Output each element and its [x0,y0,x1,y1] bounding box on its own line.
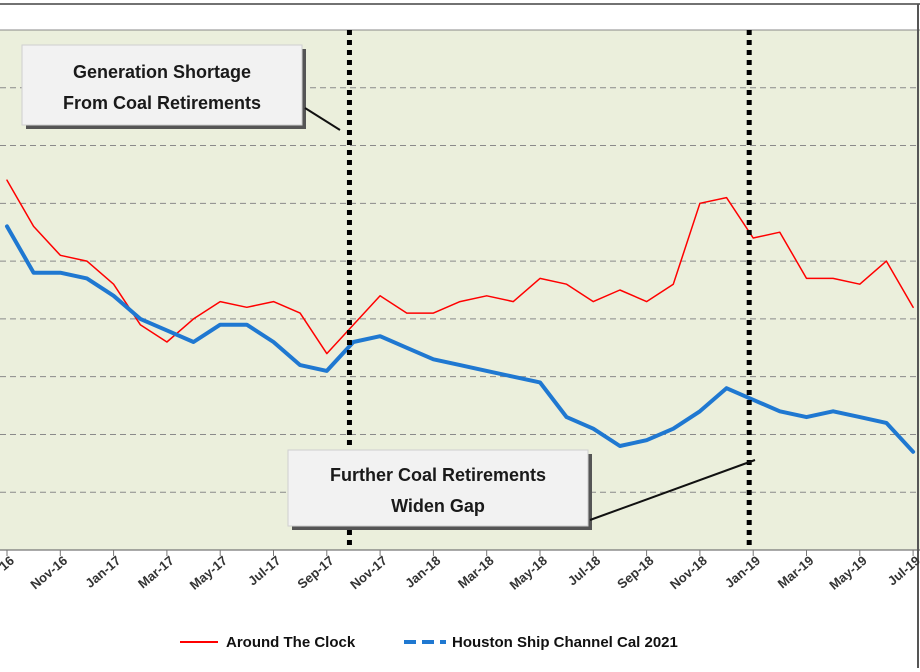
annotation-box [287,449,589,527]
annotation-line: From Coal Retirements [63,93,261,113]
annotation-pointer [589,459,756,521]
series-line-houston-ship-channel [5,224,916,454]
annotation-further-coal: Further Coal Retirements Widen Gap [287,449,756,530]
annotation-pointer [304,107,341,131]
legend-label: Houston Ship Channel Cal 2021 [452,634,678,651]
series-line-around-the-clock [6,179,914,355]
annotation-line: Generation Shortage [73,62,251,82]
series-layer [5,179,916,454]
annotation-line: Widen Gap [391,496,485,516]
annotation-line: Further Coal Retirements [330,465,546,485]
legend-label: Around The Clock [226,634,356,651]
annotation-generation-shortage: Generation Shortage From Coal Retirement… [21,44,341,131]
annotation-box [21,44,303,126]
legend: Around The Clock Houston Ship Channel Ca… [180,634,678,651]
